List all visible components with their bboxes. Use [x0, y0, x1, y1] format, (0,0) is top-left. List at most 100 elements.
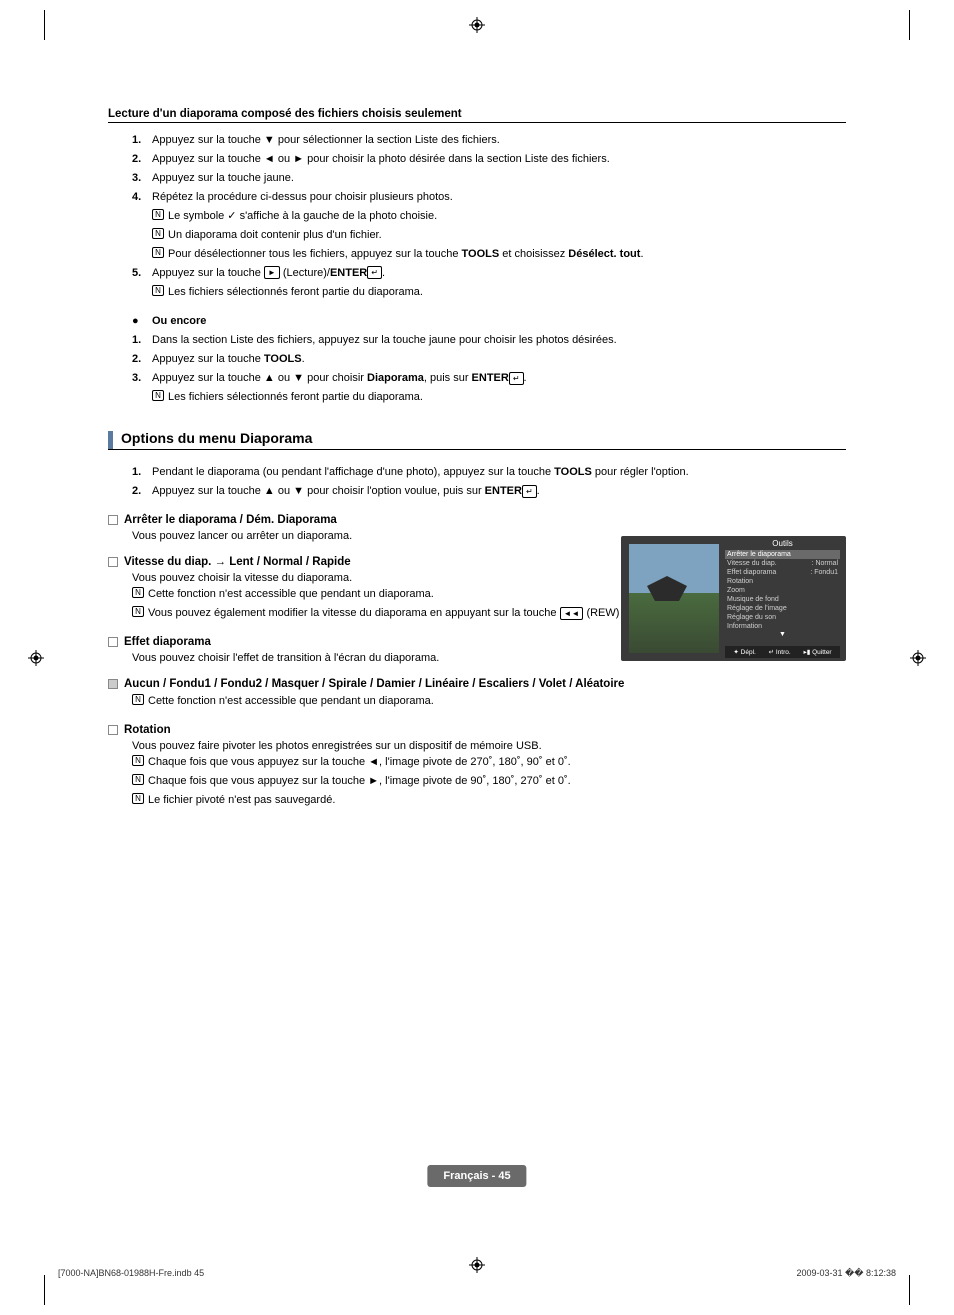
option-heading: Rotation	[108, 724, 846, 736]
option-title: Rotation	[124, 724, 171, 736]
osd-arrow: ▼	[725, 631, 840, 638]
step-notes: NLes fichiers sélectionnés feront partie…	[152, 390, 846, 406]
section-title: Lecture d'un diaporama composé des fichi…	[108, 108, 846, 123]
osd-footer-item: ▸▮ Quitter	[803, 648, 831, 656]
step-number: 5.	[132, 266, 152, 282]
crop-mark	[909, 1275, 910, 1305]
note-text: Le symbole ✓ s'affiche à la gauche de la…	[168, 209, 846, 225]
crop-mark	[44, 1275, 45, 1305]
square-bullet-icon	[108, 637, 118, 647]
option-subheading: Aucun / Fondu1 / Fondu2 / Masquer / Spir…	[108, 678, 846, 690]
print-footer-left: [7000-NA]BN68-01988H-Fre.indb 45	[58, 1268, 204, 1279]
step-text: Appuyez sur la touche ▲ ou ▼ pour choisi…	[152, 371, 846, 387]
step-text: Appuyez sur la touche ▲ ou ▼ pour choisi…	[152, 484, 836, 500]
option-subtitle: Aucun / Fondu1 / Fondu2 / Masquer / Spir…	[124, 678, 624, 690]
enter-icon: ↵	[367, 266, 382, 279]
step-number: 3.	[132, 171, 152, 187]
step-text: Appuyez sur la touche ▼ pour sélectionne…	[152, 133, 846, 149]
osd-row: Réglage du son	[725, 613, 840, 622]
print-footer-right: 2009-03-31 �� 8:12:38	[796, 1268, 896, 1279]
square-bullet-icon	[108, 515, 118, 525]
step-text: Pendant le diaporama (ou pendant l'affic…	[152, 465, 836, 481]
note-icon: N	[132, 793, 144, 804]
step-text: Appuyez sur la touche ► (Lecture)/ENTER↵…	[152, 266, 846, 282]
enter-icon: ↵	[522, 485, 537, 498]
steps-list: 1.Appuyez sur la touche ▼ pour sélection…	[132, 133, 846, 206]
note-icon: N	[152, 209, 164, 220]
osd-row: Arrêter le diaporama	[725, 550, 840, 559]
osd-row: Zoom	[725, 586, 840, 595]
note-icon: N	[152, 228, 164, 239]
section-heading: Options du menu Diaporama	[108, 430, 846, 450]
step-text: Appuyez sur la touche jaune.	[152, 171, 846, 187]
note-icon: N	[132, 606, 144, 617]
note-icon: N	[152, 247, 164, 258]
step-number: 2.	[132, 352, 152, 368]
note-icon: N	[132, 774, 144, 785]
note-icon: N	[132, 755, 144, 766]
note-text: Un diaporama doit contenir plus d'un fic…	[168, 228, 846, 244]
step-text: Appuyez sur la touche TOOLS.	[152, 352, 846, 368]
steps-list: 5.Appuyez sur la touche ► (Lecture)/ENTE…	[132, 266, 846, 282]
option-title: Vitesse du diap. → Lent / Normal / Rapid…	[124, 556, 351, 568]
square-bullet-icon	[108, 725, 118, 735]
step-number: 3.	[132, 371, 152, 387]
note-icon: N	[152, 285, 164, 296]
page-number-badge: Français - 45	[427, 1165, 526, 1187]
osd-title: Outils	[725, 539, 840, 548]
osd-row: Vitesse du diap.: Normal	[725, 559, 840, 568]
registration-mark-icon	[28, 650, 44, 666]
step-notes: N Le symbole ✓ s'affiche à la gauche de l…	[152, 209, 846, 263]
step-number: 1.	[132, 133, 152, 149]
note-text: Les fichiers sélectionnés feront partie …	[168, 390, 846, 406]
option-notes: N Chaque fois que vous appuyez sur la tou…	[132, 755, 846, 809]
osd-footer-item: ↵ Intro.	[769, 648, 791, 656]
heading-text: Options du menu Diaporama	[121, 430, 312, 449]
osd-thumbnail	[629, 544, 719, 653]
or-label: Ou encore	[152, 314, 846, 330]
osd-tools-menu: Outils Arrêter le diaporama Vitesse du d…	[621, 536, 846, 661]
option-heading: Arrêter le diaporama / Dém. Diaporama	[108, 514, 836, 526]
osd-row: Rotation	[725, 577, 840, 586]
print-footer: [7000-NA]BN68-01988H-Fre.indb 45 2009-03…	[58, 1268, 896, 1279]
osd-row: Effet diaporama: Fondu1	[725, 568, 840, 577]
step-number: 2.	[132, 484, 152, 500]
step-text: Appuyez sur la touche ◄ ou ► pour choisi…	[152, 152, 846, 168]
option-title: Effet diaporama	[124, 636, 211, 648]
rewind-icon: ◄◄	[560, 607, 584, 620]
osd-row: Musique de fond	[725, 595, 840, 604]
note-icon: N	[132, 694, 144, 705]
osd-menu-list: Outils Arrêter le diaporama Vitesse du d…	[719, 536, 846, 661]
note-text: Chaque fois que vous appuyez sur la touc…	[148, 774, 846, 790]
heading-accent	[108, 431, 113, 449]
step-number: 1.	[132, 465, 152, 481]
enter-icon: ↵	[509, 372, 524, 385]
osd-footer-item: ✦ Dépl.	[733, 648, 755, 656]
step-number: 4.	[132, 190, 152, 206]
step-number: 2.	[132, 152, 152, 168]
step-number: 1.	[132, 333, 152, 349]
osd-footer: ✦ Dépl. ↵ Intro. ▸▮ Quitter	[725, 646, 840, 658]
option-body: Vous pouvez faire pivoter les photos enr…	[132, 740, 846, 752]
step-text: Répétez la procédure ci-dessus pour choi…	[152, 190, 846, 206]
osd-row: Réglage de l'image	[725, 604, 840, 613]
step-notes: N Les fichiers sélectionnés feront partie…	[152, 285, 846, 301]
square-bullet-icon	[108, 679, 118, 689]
registration-mark-icon	[910, 650, 926, 666]
note-text: Le fichier pivoté n'est pas sauvegardé.	[148, 793, 846, 809]
option-title: Arrêter le diaporama / Dém. Diaporama	[124, 514, 337, 526]
play-icon: ►	[264, 266, 280, 279]
note-text: Les fichiers sélectionnés feront partie …	[168, 285, 846, 301]
note-text: Cette fonction n'est accessible que pend…	[148, 694, 846, 710]
step-text: Dans la section Liste des fichiers, appu…	[152, 333, 846, 349]
crop-mark	[909, 10, 910, 40]
intro-list: 1.Pendant le diaporama (ou pendant l'aff…	[132, 465, 836, 500]
alt-list: ●Ou encore 1.Dans la section Liste des f…	[132, 314, 846, 387]
square-bullet-icon	[108, 557, 118, 567]
note-text: Chaque fois que vous appuyez sur la touc…	[148, 755, 846, 771]
note-icon: N	[132, 587, 144, 598]
option-notes: N Cette fonction n'est accessible que pen…	[132, 694, 846, 710]
page-content: Lecture d'un diaporama composé des fichi…	[108, 108, 846, 1207]
note-text: Pour désélectionner tous les fichiers, a…	[168, 247, 846, 263]
bullet: ●	[132, 314, 152, 330]
